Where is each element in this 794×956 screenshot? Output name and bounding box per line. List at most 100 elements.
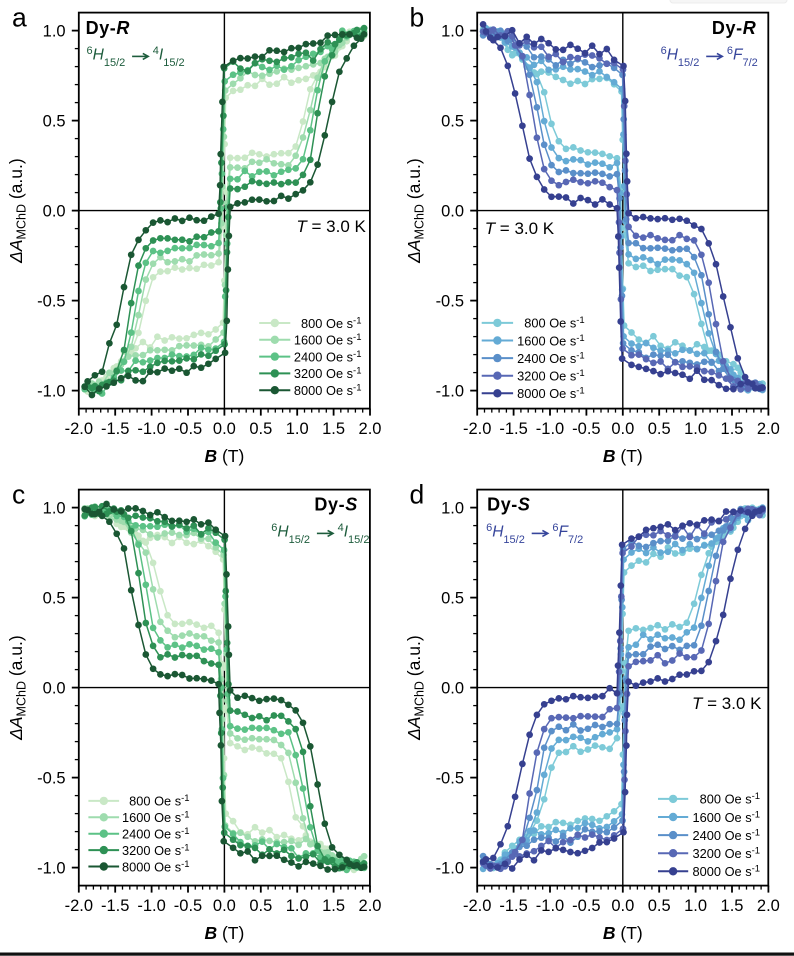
svg-text:Oe s-1: Oe s-1: [549, 333, 584, 349]
svg-text:6H15/2: 6H15/2: [87, 45, 126, 69]
svg-text:0.5: 0.5: [43, 113, 66, 131]
svg-text:1.0: 1.0: [43, 23, 66, 41]
svg-text:Dy-R: Dy-R: [86, 18, 130, 38]
svg-text:Oe s-1: Oe s-1: [549, 315, 584, 331]
svg-text:800: 800: [700, 792, 721, 807]
svg-text:1.5: 1.5: [721, 897, 744, 915]
svg-text:Oe s-1: Oe s-1: [326, 383, 361, 399]
svg-text:B (T): B (T): [603, 923, 643, 943]
svg-text:800: 800: [301, 316, 322, 331]
svg-text:6F7/2: 6F7/2: [727, 45, 758, 69]
svg-text:0.0: 0.0: [43, 680, 66, 698]
svg-text:2.0: 2.0: [757, 420, 780, 438]
svg-text:d: d: [410, 479, 425, 509]
svg-text:T = 3.0 K: T = 3.0 K: [296, 217, 366, 236]
svg-text:Oe s-1: Oe s-1: [326, 332, 361, 348]
svg-text:4I15/2: 4I15/2: [153, 45, 185, 69]
svg-text:4I15/2: 4I15/2: [338, 522, 370, 546]
svg-text:1600: 1600: [122, 810, 150, 825]
svg-text:Dy-R: Dy-R: [712, 18, 756, 38]
svg-text:1.0: 1.0: [441, 500, 464, 518]
svg-text:Oe s-1: Oe s-1: [154, 810, 189, 826]
svg-text:-0.5: -0.5: [436, 293, 464, 311]
svg-text:0.0: 0.0: [213, 420, 236, 438]
svg-text:6H15/2: 6H15/2: [271, 522, 310, 546]
svg-text:0.0: 0.0: [441, 203, 464, 221]
svg-text:T = 3.0 K: T = 3.0 K: [692, 694, 762, 713]
svg-text:8000: 8000: [517, 386, 545, 401]
svg-text:1.5: 1.5: [322, 420, 345, 438]
svg-text:1600: 1600: [517, 333, 545, 348]
svg-text:ΔAMChD (a.u.): ΔAMChD (a.u.): [6, 158, 29, 264]
svg-text:-0.5: -0.5: [37, 293, 65, 311]
svg-text:3200: 3200: [294, 366, 322, 381]
svg-text:-2.0: -2.0: [65, 420, 93, 438]
svg-text:-1.0: -1.0: [37, 383, 65, 401]
svg-text:Oe s-1: Oe s-1: [549, 368, 584, 384]
svg-text:2400: 2400: [693, 828, 721, 843]
svg-text:b: b: [410, 2, 425, 32]
svg-text:0.0: 0.0: [611, 897, 634, 915]
svg-text:0.0: 0.0: [213, 897, 236, 915]
svg-text:ΔAMChD (a.u.): ΔAMChD (a.u.): [404, 635, 427, 741]
svg-text:0.0: 0.0: [43, 203, 66, 221]
svg-text:Oe s-1: Oe s-1: [154, 859, 189, 875]
svg-text:1.5: 1.5: [322, 897, 345, 915]
svg-text:-1.5: -1.5: [101, 420, 129, 438]
svg-text:Oe s-1: Oe s-1: [154, 826, 189, 842]
svg-text:Oe s-1: Oe s-1: [725, 791, 760, 807]
svg-text:0.5: 0.5: [249, 420, 272, 438]
svg-text:8000: 8000: [122, 859, 150, 874]
svg-text:800: 800: [129, 794, 150, 809]
svg-text:8000: 8000: [294, 383, 322, 398]
svg-text:1600: 1600: [693, 810, 721, 825]
svg-text:0.0: 0.0: [441, 680, 464, 698]
svg-text:1.5: 1.5: [721, 420, 744, 438]
svg-text:3200: 3200: [517, 369, 545, 384]
svg-text:Dy-S: Dy-S: [314, 495, 357, 515]
svg-text:0.5: 0.5: [648, 897, 671, 915]
svg-text:Oe s-1: Oe s-1: [154, 793, 189, 809]
svg-text:Oe s-1: Oe s-1: [326, 366, 361, 382]
svg-text:Oe s-1: Oe s-1: [725, 846, 760, 862]
svg-text:800: 800: [524, 316, 545, 331]
svg-text:0.5: 0.5: [249, 897, 272, 915]
svg-text:2.0: 2.0: [359, 420, 382, 438]
svg-text:Oe s-1: Oe s-1: [154, 842, 189, 858]
svg-text:2400: 2400: [294, 349, 322, 364]
svg-text:1.0: 1.0: [286, 897, 309, 915]
svg-text:1600: 1600: [294, 333, 322, 348]
svg-text:-1.0: -1.0: [536, 897, 564, 915]
svg-text:0.5: 0.5: [648, 420, 671, 438]
svg-text:-0.5: -0.5: [37, 770, 65, 788]
svg-text:6F7/2: 6F7/2: [552, 522, 583, 546]
svg-text:Oe s-1: Oe s-1: [326, 349, 361, 365]
svg-text:3200: 3200: [122, 843, 150, 858]
svg-text:a: a: [12, 2, 27, 32]
svg-text:2.0: 2.0: [359, 897, 382, 915]
svg-text:Oe s-1: Oe s-1: [725, 809, 760, 825]
svg-text:Oe s-1: Oe s-1: [326, 315, 361, 331]
svg-text:-1.5: -1.5: [499, 897, 527, 915]
svg-text:ΔAMChD (a.u.): ΔAMChD (a.u.): [404, 158, 427, 264]
svg-text:1.0: 1.0: [684, 420, 707, 438]
svg-text:Oe s-1: Oe s-1: [725, 827, 760, 843]
svg-text:-1.0: -1.0: [37, 860, 65, 878]
svg-text:ΔAMChD (a.u.): ΔAMChD (a.u.): [6, 635, 29, 741]
svg-text:B (T): B (T): [204, 923, 244, 943]
svg-text:1.0: 1.0: [684, 897, 707, 915]
svg-text:-1.5: -1.5: [101, 897, 129, 915]
svg-text:Oe s-1: Oe s-1: [549, 350, 584, 366]
svg-text:2.0: 2.0: [757, 897, 780, 915]
svg-text:Oe s-1: Oe s-1: [725, 864, 760, 880]
svg-text:0.0: 0.0: [611, 420, 634, 438]
svg-text:Dy-S: Dy-S: [487, 495, 530, 515]
svg-text:-2.0: -2.0: [65, 897, 93, 915]
svg-text:c: c: [12, 479, 25, 509]
svg-text:6H15/2: 6H15/2: [661, 45, 700, 69]
svg-text:1.0: 1.0: [286, 420, 309, 438]
svg-text:-1.0: -1.0: [436, 860, 464, 878]
svg-text:Oe s-1: Oe s-1: [549, 386, 584, 402]
svg-text:2400: 2400: [517, 351, 545, 366]
svg-text:1.0: 1.0: [43, 500, 66, 518]
